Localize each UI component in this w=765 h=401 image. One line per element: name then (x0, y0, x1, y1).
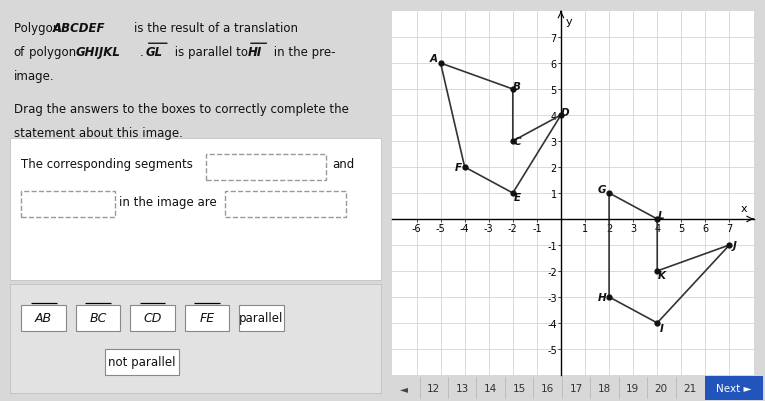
Text: is the result of a translation: is the result of a translation (134, 22, 298, 35)
Text: CD: CD (143, 311, 161, 324)
Text: 13: 13 (456, 383, 469, 393)
Text: GHIJKL: GHIJKL (76, 46, 121, 59)
Text: The corresponding segments: The corresponding segments (21, 158, 194, 170)
Text: K: K (658, 270, 666, 280)
Text: H: H (598, 292, 607, 302)
FancyBboxPatch shape (206, 154, 327, 180)
Text: G: G (598, 184, 607, 194)
Text: in the image are: in the image are (119, 195, 216, 208)
Text: 12: 12 (427, 383, 441, 393)
Bar (10, 138, 381, 281)
Text: 17: 17 (569, 383, 583, 393)
Text: statement about this image.: statement about this image. (14, 126, 183, 139)
Text: ABCDEF: ABCDEF (53, 22, 105, 35)
Text: 18: 18 (597, 383, 611, 393)
Text: not parallel: not parallel (108, 355, 176, 369)
Text: in the pre-: in the pre- (270, 46, 336, 59)
Text: BC: BC (90, 311, 107, 324)
FancyBboxPatch shape (21, 305, 66, 331)
Text: C: C (513, 137, 521, 147)
Text: E: E (513, 192, 521, 203)
Text: parallel: parallel (239, 311, 284, 324)
Text: 16: 16 (541, 383, 554, 393)
Bar (705, 376, 763, 400)
Text: J: J (733, 240, 737, 250)
Text: ◄: ◄ (399, 383, 408, 393)
Text: x: x (741, 204, 747, 214)
Text: D: D (561, 107, 570, 117)
Text: Polygon: Polygon (14, 22, 63, 35)
Text: and: and (332, 158, 354, 170)
FancyBboxPatch shape (239, 305, 284, 331)
Text: 15: 15 (513, 383, 526, 393)
Text: I: I (659, 323, 663, 333)
Text: y: y (565, 17, 572, 27)
Text: HI: HI (248, 46, 262, 59)
Text: L: L (658, 211, 665, 221)
Text: image.: image. (14, 70, 54, 83)
FancyBboxPatch shape (130, 305, 175, 331)
FancyBboxPatch shape (76, 305, 120, 331)
Text: 14: 14 (484, 383, 497, 393)
Text: Next ►: Next ► (716, 383, 752, 393)
Text: FE: FE (200, 311, 214, 324)
Text: .: . (140, 46, 148, 59)
Text: 20: 20 (655, 383, 668, 393)
Text: AB: AB (35, 311, 52, 324)
FancyBboxPatch shape (105, 349, 179, 375)
Text: F: F (454, 162, 461, 172)
Text: Drag the answers to the boxes to correctly complete the: Drag the answers to the boxes to correct… (14, 102, 349, 115)
Text: 21: 21 (683, 383, 696, 393)
Text: polygon: polygon (29, 46, 80, 59)
Text: B: B (513, 82, 521, 92)
FancyBboxPatch shape (21, 191, 115, 217)
Bar (10, 285, 381, 393)
Text: of: of (14, 46, 24, 59)
FancyBboxPatch shape (226, 191, 346, 217)
Text: is parallel to: is parallel to (171, 46, 252, 59)
Text: A: A (430, 54, 438, 64)
Text: GL: GL (145, 46, 163, 59)
FancyBboxPatch shape (184, 305, 229, 331)
Text: 19: 19 (627, 383, 640, 393)
